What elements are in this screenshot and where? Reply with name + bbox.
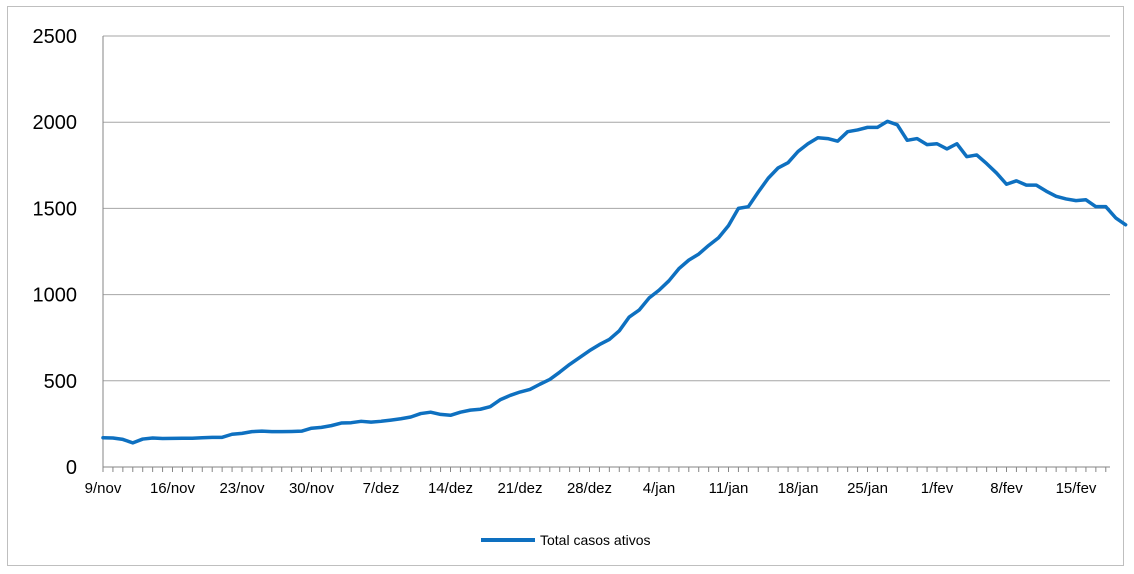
chart-frame <box>7 6 1124 566</box>
y-tick-label: 500 <box>44 371 77 393</box>
y-tick-label: 2500 <box>33 26 78 48</box>
y-tick-label: 2000 <box>33 112 78 134</box>
legend: Total casos ativos <box>481 532 651 548</box>
x-tick-label: 28/dez <box>567 480 612 497</box>
legend-label: Total casos ativos <box>540 532 651 548</box>
x-tick-label: 8/fev <box>990 480 1023 497</box>
x-tick-label: 25/jan <box>847 480 888 497</box>
x-tick-label: 15/fev <box>1056 480 1097 497</box>
y-tick-label: 0 <box>66 457 77 479</box>
series-line-total-casos-ativos <box>101 119 1128 445</box>
x-tick-label: 9/nov <box>85 480 122 497</box>
x-tick-label: 21/dez <box>497 480 542 497</box>
x-tick-label: 7/dez <box>363 480 400 497</box>
x-tick-label: 30/nov <box>289 480 335 497</box>
x-tick-label: 18/jan <box>778 480 819 497</box>
x-axis: 9/nov 16/nov 23/nov 30/nov 7/dez 14/dez 21/dez… <box>85 466 1110 497</box>
x-tick-label: 4/jan <box>643 480 676 497</box>
x-tick-label: 1/fev <box>921 480 954 497</box>
gridlines <box>103 35 1110 382</box>
y-axis: 0 500 1000 1500 2000 2500 <box>33 26 104 479</box>
y-tick-label: 1500 <box>33 198 78 220</box>
x-tick-label: 11/jan <box>709 480 749 497</box>
x-tick-label: 16/nov <box>150 480 196 497</box>
x-tick-label: 14/dez <box>428 480 473 497</box>
x-tick-label: 23/nov <box>219 480 265 497</box>
plot-area <box>101 119 1128 445</box>
y-tick-label: 1000 <box>33 285 78 307</box>
